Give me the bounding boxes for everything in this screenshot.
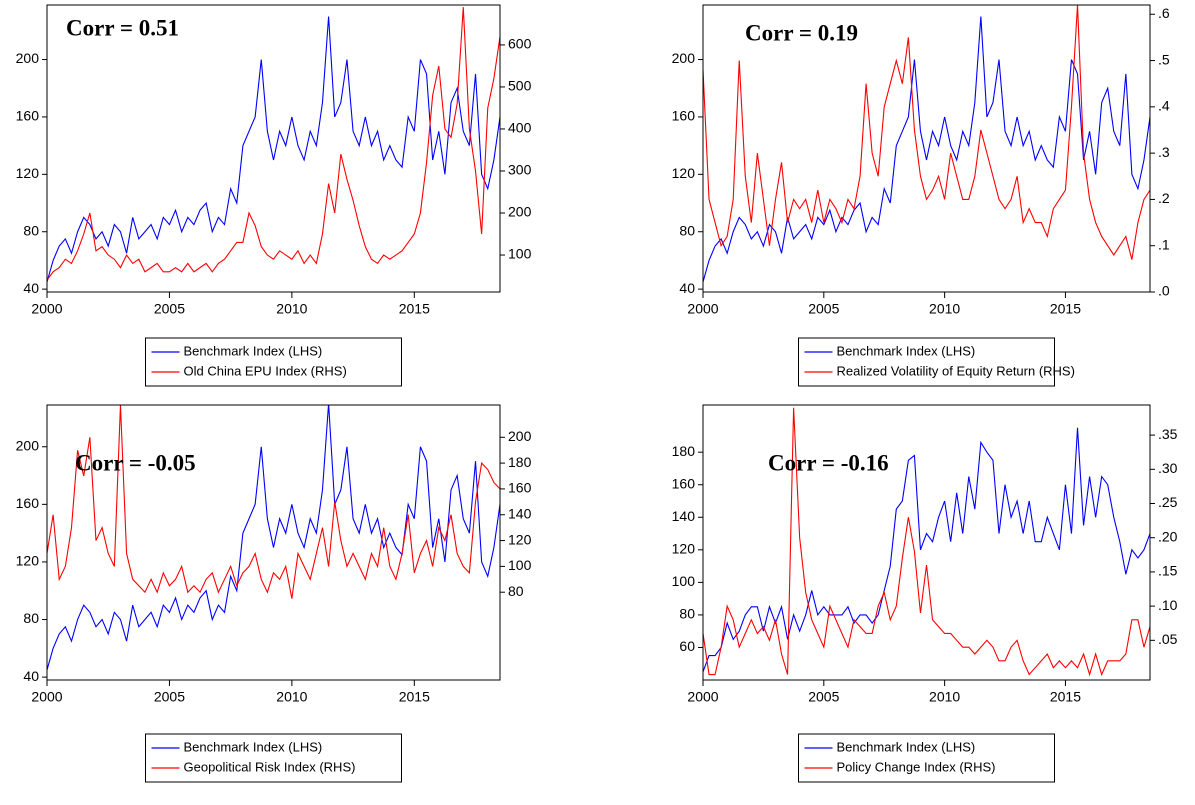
legend-label: Benchmark Index (LHS) xyxy=(837,739,976,754)
plot-frame xyxy=(46,4,501,293)
y2-tick-label: 100 xyxy=(508,246,532,262)
x-tick-label: 2005 xyxy=(808,689,839,705)
y-tick-label: 40 xyxy=(23,280,39,296)
annotation: Corr = 0.51 xyxy=(66,15,179,40)
y2-tick-label: .20 xyxy=(1158,528,1178,544)
y-tick-label: 100 xyxy=(672,573,696,589)
annotation: Corr = 0.19 xyxy=(745,20,858,45)
y2-tick-label: .4 xyxy=(1158,98,1170,114)
y-tick-label: 140 xyxy=(672,508,696,524)
y-tick-label: 80 xyxy=(23,610,39,626)
y2-tick-label: .6 xyxy=(1158,5,1170,21)
legend-label: Benchmark Index (LHS) xyxy=(184,739,323,754)
y-tick-label: 120 xyxy=(16,553,40,569)
y-tick-label: 180 xyxy=(672,443,696,459)
y2-tick-label: 120 xyxy=(508,531,532,547)
y-tick-label: 40 xyxy=(679,280,695,296)
y-tick-label: 80 xyxy=(679,606,695,622)
series-line xyxy=(703,5,1150,260)
x-tick-label: 2005 xyxy=(154,689,185,705)
x-tick-label: 2000 xyxy=(31,301,62,317)
y-tick-label: 80 xyxy=(679,222,695,238)
x-tick-label: 2015 xyxy=(399,301,430,317)
y2-tick-label: .3 xyxy=(1158,144,1170,160)
x-tick-label: 2010 xyxy=(929,689,960,705)
legend-label: Realized Volatility of Equity Return (RH… xyxy=(837,363,1075,378)
x-tick-label: 2000 xyxy=(687,301,718,317)
series-line xyxy=(703,427,1150,673)
x-tick-label: 2010 xyxy=(276,689,307,705)
y2-tick-label: .5 xyxy=(1158,51,1170,67)
y2-tick-label: .10 xyxy=(1158,597,1178,613)
legend-box xyxy=(145,337,402,387)
legend-label: Old China EPU Index (RHS) xyxy=(184,363,347,378)
y2-tick-label: .05 xyxy=(1158,631,1178,647)
y2-tick-label: .1 xyxy=(1158,236,1170,252)
y2-tick-label: 80 xyxy=(508,583,524,599)
y2-tick-label: 200 xyxy=(508,428,532,444)
series-line xyxy=(703,407,1150,677)
y2-tick-label: 100 xyxy=(508,557,532,573)
x-tick-label: 2010 xyxy=(929,301,960,317)
series-line xyxy=(47,405,500,671)
y-tick-label: 160 xyxy=(672,475,696,491)
plot-frame xyxy=(702,404,1151,681)
y-tick-label: 60 xyxy=(679,638,695,654)
y-tick-label: 120 xyxy=(16,165,40,181)
y2-tick-label: .35 xyxy=(1158,426,1178,442)
series-line xyxy=(47,7,500,281)
x-tick-label: 2015 xyxy=(1050,301,1081,317)
plot-frame xyxy=(702,4,1151,293)
y2-tick-label: 160 xyxy=(508,480,532,496)
x-tick-label: 2015 xyxy=(1050,689,1081,705)
y-tick-label: 120 xyxy=(672,165,696,181)
x-tick-label: 2015 xyxy=(399,689,430,705)
legend-label: Geopolitical Risk Index (RHS) xyxy=(184,759,356,774)
y-tick-label: 40 xyxy=(23,668,39,684)
x-tick-label: 2000 xyxy=(31,689,62,705)
y2-tick-label: 300 xyxy=(508,162,532,178)
y2-tick-label: .30 xyxy=(1158,460,1178,476)
series-line xyxy=(703,16,1150,283)
y2-tick-label: 400 xyxy=(508,120,532,136)
x-tick-label: 2005 xyxy=(808,301,839,317)
series-line xyxy=(47,405,500,599)
y2-tick-label: .25 xyxy=(1158,494,1178,510)
y-tick-label: 80 xyxy=(23,222,39,238)
y2-tick-label: 600 xyxy=(508,36,532,52)
x-tick-label: 2005 xyxy=(154,301,185,317)
legend-box xyxy=(798,337,1055,387)
legend-label: Benchmark Index (LHS) xyxy=(837,343,976,358)
annotation: Corr = -0.05 xyxy=(75,450,196,475)
annotation: Corr = -0.16 xyxy=(768,450,889,475)
y-tick-label: 200 xyxy=(16,437,40,453)
y-tick-label: 160 xyxy=(672,108,696,124)
y-tick-label: 200 xyxy=(672,50,696,66)
y-tick-label: 200 xyxy=(16,50,40,66)
series-line xyxy=(47,16,500,283)
legend-box xyxy=(798,733,1055,783)
y2-tick-label: 500 xyxy=(508,78,532,94)
y2-tick-label: .15 xyxy=(1158,563,1178,579)
y2-tick-label: 140 xyxy=(508,505,532,521)
y2-tick-label: 200 xyxy=(508,204,532,220)
legend-label: Benchmark Index (LHS) xyxy=(184,343,323,358)
y-tick-label: 120 xyxy=(672,541,696,557)
y-tick-label: 160 xyxy=(16,495,40,511)
legend-box xyxy=(145,733,402,783)
plot-frame xyxy=(46,404,501,681)
legend-label: Policy Change Index (RHS) xyxy=(837,759,996,774)
y-tick-label: 160 xyxy=(16,108,40,124)
x-tick-label: 2010 xyxy=(276,301,307,317)
y2-tick-label: .0 xyxy=(1158,283,1170,299)
y2-tick-label: 180 xyxy=(508,454,532,470)
x-tick-label: 2000 xyxy=(687,689,718,705)
y2-tick-label: .2 xyxy=(1158,190,1170,206)
